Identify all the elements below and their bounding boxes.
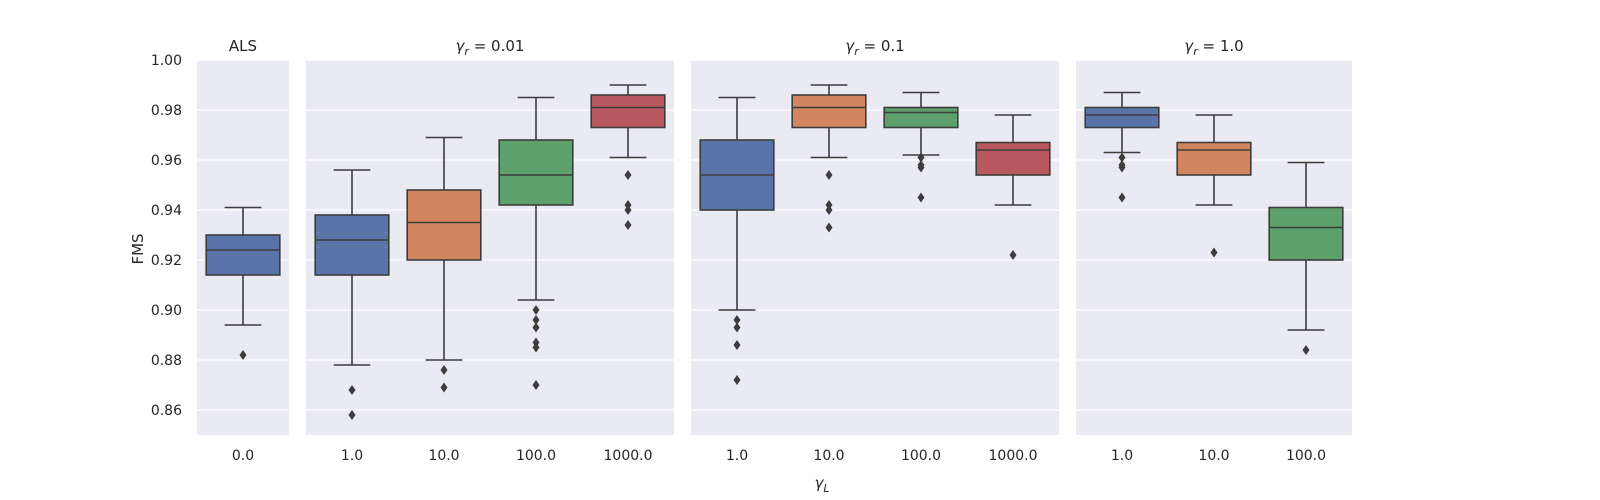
x-tick-label: 1.0 bbox=[726, 448, 748, 464]
panel-2: γr = 0.01 1.0 10.0 100.0 1000.0 bbox=[306, 37, 674, 464]
outlier-point bbox=[440, 365, 448, 375]
outlier-point bbox=[239, 350, 247, 360]
panel-background bbox=[691, 60, 1059, 435]
x-tick-label: 100.0 bbox=[901, 448, 941, 464]
outlier-point bbox=[624, 170, 632, 180]
outlier-point bbox=[1210, 247, 1218, 258]
y-tick-label: 1.00 bbox=[151, 53, 182, 69]
outlier-point bbox=[733, 322, 741, 333]
x-axis: γL bbox=[814, 474, 829, 495]
outlier-point bbox=[733, 315, 741, 325]
outlier-point bbox=[917, 162, 925, 173]
box-0.0 bbox=[205, 206, 281, 360]
box-iqr bbox=[1084, 106, 1160, 129]
panel-1: ALS 0.0 bbox=[197, 37, 289, 464]
outlier-point bbox=[1118, 152, 1126, 163]
box-100.0 bbox=[498, 96, 574, 390]
x-tick-label: 10.0 bbox=[813, 448, 844, 464]
box-1.0 bbox=[314, 169, 390, 420]
panel-title: γr = 0.01 bbox=[456, 37, 525, 58]
outlier-point bbox=[624, 205, 632, 215]
panel-3: γr = 0.1 1.0 10.0 100.0 1000.0 bbox=[691, 37, 1059, 464]
box-iqr bbox=[1268, 206, 1344, 261]
y-tick-label: 0.96 bbox=[151, 153, 182, 169]
box-1.0 bbox=[1084, 91, 1160, 203]
x-tick-label: 1000.0 bbox=[604, 448, 653, 464]
outlier-point bbox=[1118, 192, 1126, 203]
panel-4: γr = 1.0 1.0 10.0 100.0 bbox=[1076, 37, 1352, 464]
x-tick-label: 0.0 bbox=[232, 448, 254, 464]
y-tick-label: 0.86 bbox=[151, 403, 182, 419]
outlier-point bbox=[917, 192, 925, 203]
x-tick-label: 100.0 bbox=[516, 448, 556, 464]
y-axis: FMS 0.86 0.88 0.90 0.92 0.94 0.96 0.98 1.00 bbox=[129, 53, 182, 419]
panel-title: γr = 1.0 bbox=[1184, 37, 1243, 58]
x-tick-label: 100.0 bbox=[1286, 448, 1326, 464]
y-tick-label: 0.98 bbox=[151, 103, 182, 119]
box-1000.0 bbox=[975, 114, 1051, 260]
outlier-point bbox=[1118, 162, 1126, 173]
x-tick-label: 1.0 bbox=[1111, 448, 1133, 464]
outlier-point bbox=[532, 342, 540, 353]
y-tick-label: 0.90 bbox=[151, 303, 182, 319]
y-tick-label: 0.88 bbox=[151, 353, 182, 369]
outlier-point bbox=[733, 375, 741, 385]
outlier-point bbox=[348, 410, 356, 420]
x-axis-label: γL bbox=[814, 474, 829, 495]
outlier-point bbox=[348, 385, 356, 395]
box-iqr bbox=[975, 141, 1051, 176]
outlier-point bbox=[440, 382, 448, 393]
box-100.0 bbox=[1268, 161, 1344, 355]
x-tick-label: 1.0 bbox=[341, 448, 363, 464]
box-iqr bbox=[314, 214, 390, 276]
panel-title: ALS bbox=[229, 37, 257, 55]
box-10.0 bbox=[406, 136, 482, 393]
box-iqr bbox=[590, 94, 666, 129]
box-1000.0 bbox=[590, 84, 666, 230]
x-tick-label: 10.0 bbox=[428, 448, 459, 464]
box-iqr bbox=[498, 139, 574, 206]
panel-title: γr = 0.1 bbox=[845, 37, 904, 58]
x-tick-label: 10.0 bbox=[1198, 448, 1229, 464]
y-tick-label: 0.94 bbox=[151, 203, 182, 219]
box-iqr bbox=[205, 234, 281, 276]
outlier-point bbox=[532, 315, 540, 325]
y-axis-label: FMS bbox=[129, 233, 147, 264]
y-tick-label: 0.92 bbox=[151, 253, 182, 269]
outlier-point bbox=[532, 305, 540, 315]
x-tick-label: 1000.0 bbox=[989, 448, 1038, 464]
outlier-point bbox=[917, 152, 925, 163]
outlier-point bbox=[624, 220, 632, 230]
box-iqr bbox=[406, 189, 482, 261]
box-100.0 bbox=[883, 91, 959, 203]
box-iqr bbox=[791, 94, 867, 129]
box-iqr bbox=[883, 106, 959, 129]
outlier-point bbox=[825, 205, 833, 215]
box-10.0 bbox=[791, 84, 867, 233]
box-iqr bbox=[1176, 141, 1252, 176]
outlier-point bbox=[1302, 345, 1310, 355]
outlier-point bbox=[825, 222, 833, 233]
outlier-point bbox=[733, 340, 741, 350]
outlier-point bbox=[1009, 250, 1017, 260]
outlier-point bbox=[532, 322, 540, 333]
outlier-point bbox=[532, 380, 540, 390]
box-1.0 bbox=[699, 96, 775, 385]
outlier-point bbox=[825, 170, 833, 180]
box-10.0 bbox=[1176, 114, 1252, 258]
